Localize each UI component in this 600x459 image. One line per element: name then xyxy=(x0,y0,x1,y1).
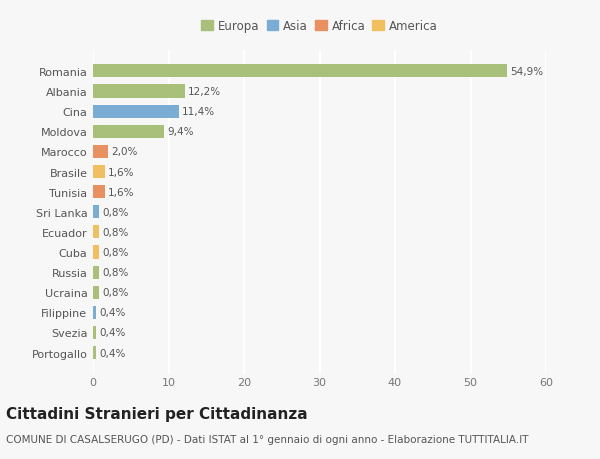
Bar xyxy=(93,166,105,179)
Bar xyxy=(93,326,96,339)
Bar xyxy=(93,266,99,279)
Text: 0,8%: 0,8% xyxy=(102,227,128,237)
Bar xyxy=(93,186,105,199)
Text: 1,6%: 1,6% xyxy=(108,187,134,197)
Text: 0,8%: 0,8% xyxy=(102,247,128,257)
Bar xyxy=(93,206,99,219)
Text: 2,0%: 2,0% xyxy=(111,147,137,157)
Text: 0,8%: 0,8% xyxy=(102,288,128,297)
Bar xyxy=(93,85,185,98)
Text: 54,9%: 54,9% xyxy=(511,67,544,77)
Text: 1,6%: 1,6% xyxy=(108,167,134,177)
Legend: Europa, Asia, Africa, America: Europa, Asia, Africa, America xyxy=(199,17,440,35)
Text: 9,4%: 9,4% xyxy=(167,127,193,137)
Bar xyxy=(93,246,99,259)
Bar xyxy=(93,286,99,299)
Bar xyxy=(93,226,99,239)
Text: COMUNE DI CASALSERUGO (PD) - Dati ISTAT al 1° gennaio di ogni anno - Elaborazion: COMUNE DI CASALSERUGO (PD) - Dati ISTAT … xyxy=(6,434,529,444)
Text: 12,2%: 12,2% xyxy=(188,87,221,97)
Text: 0,4%: 0,4% xyxy=(99,348,125,358)
Bar xyxy=(93,65,508,78)
Text: 11,4%: 11,4% xyxy=(182,107,215,117)
Bar xyxy=(93,306,96,319)
Text: 0,4%: 0,4% xyxy=(99,308,125,318)
Text: 0,4%: 0,4% xyxy=(99,328,125,338)
Bar xyxy=(93,347,96,359)
Text: 0,8%: 0,8% xyxy=(102,268,128,278)
Text: 0,8%: 0,8% xyxy=(102,207,128,217)
Text: Cittadini Stranieri per Cittadinanza: Cittadini Stranieri per Cittadinanza xyxy=(6,406,308,421)
Bar xyxy=(93,106,179,118)
Bar xyxy=(93,146,108,158)
Bar xyxy=(93,125,164,139)
